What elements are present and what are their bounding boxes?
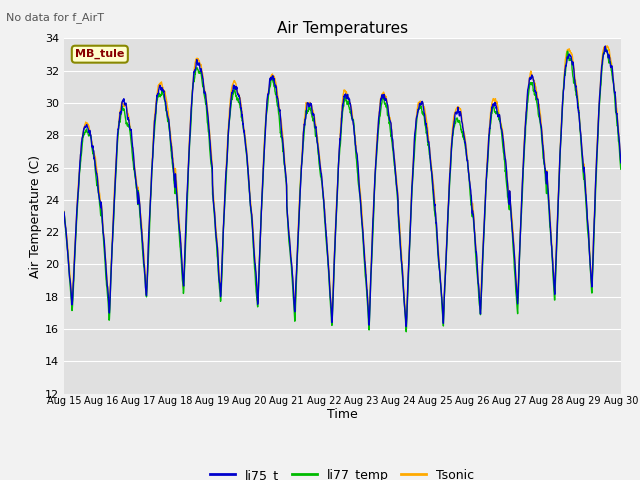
X-axis label: Time: Time <box>327 408 358 421</box>
Title: Air Temperatures: Air Temperatures <box>277 21 408 36</box>
Text: No data for f_AirT: No data for f_AirT <box>6 12 104 23</box>
Legend: li75_t, li77_temp, Tsonic: li75_t, li77_temp, Tsonic <box>205 464 479 480</box>
Text: MB_tule: MB_tule <box>75 49 125 60</box>
Y-axis label: Air Temperature (C): Air Temperature (C) <box>29 155 42 277</box>
